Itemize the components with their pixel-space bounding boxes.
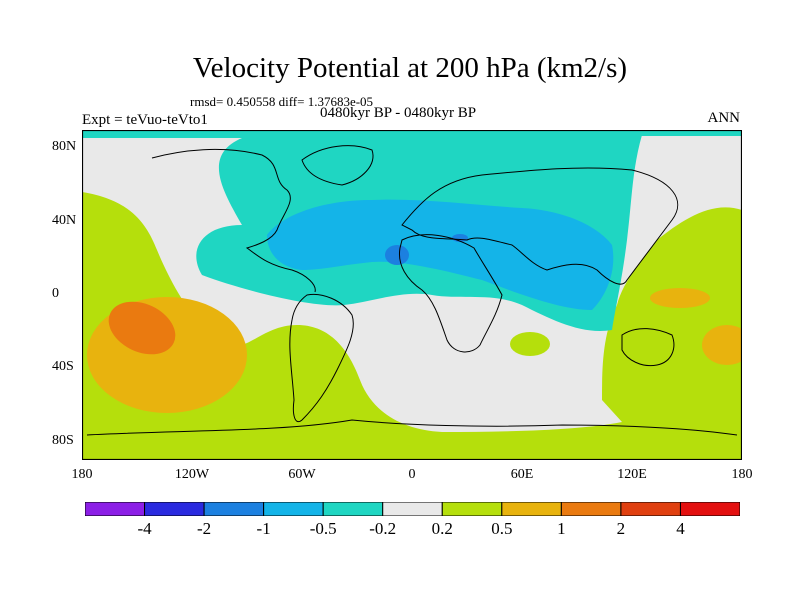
lat-tick-label: 80N xyxy=(52,139,77,155)
plot-title: Velocity Potential at 200 hPa (km2/s) xyxy=(192,52,628,84)
coastline-australia xyxy=(621,328,675,367)
colorbar-swatch xyxy=(203,502,265,516)
contour-fill-neg-1 xyxy=(385,245,409,265)
experiment-label: Expt = teVuo-teVto1 xyxy=(82,112,208,128)
coastline-south-america xyxy=(289,293,354,423)
coastline-eurasia xyxy=(401,167,679,285)
colorbar-swatch xyxy=(263,502,324,516)
coastline-antarctica xyxy=(86,419,738,436)
coastline-north-america xyxy=(151,148,316,293)
period-label: 0480kyr BP - 0480kyr BP xyxy=(320,105,477,121)
colorbar-swatch xyxy=(679,502,740,516)
colorbar-label: 2 xyxy=(616,519,626,538)
lon-tick-label: 180 xyxy=(71,467,93,482)
colorbar-label: 1 xyxy=(557,519,566,538)
lat-tick-label: 0 xyxy=(52,286,59,301)
colorbar-swatch xyxy=(382,502,443,516)
lon-tick-label: 180 xyxy=(731,467,753,482)
contour-fill-1-2 xyxy=(108,301,176,355)
colorbar xyxy=(85,502,740,516)
lat-tick-label: 40N xyxy=(52,212,77,228)
colorbar-swatch xyxy=(441,502,503,516)
colorbar-swatch xyxy=(144,502,205,516)
colorbar-swatch xyxy=(501,502,562,516)
lon-tick-label: 120W xyxy=(174,467,210,482)
colorbar-label: -4 xyxy=(137,519,152,538)
colorbar-label: 4 xyxy=(676,519,685,538)
lon-tick-label: 60E xyxy=(510,467,534,482)
velocity-potential-map xyxy=(82,130,742,460)
colorbar-label: 0.2 xyxy=(431,519,453,538)
stats-line: rmsd= 0.450558 diff= 1.37683e-05 xyxy=(190,94,374,109)
lat-tick-label: 80S xyxy=(52,432,74,448)
lon-tick-label: 60W xyxy=(288,467,316,482)
contour-fill-layer xyxy=(82,130,742,460)
colorbar-label: 0.5 xyxy=(491,519,513,538)
lon-tick-label: 0 xyxy=(408,467,416,482)
coastline-africa xyxy=(398,234,503,353)
colorbar-swatch xyxy=(560,502,622,516)
lon-tick-label: 120E xyxy=(617,467,647,482)
colorbar-label: -0.5 xyxy=(309,519,337,538)
contour-fill-0.5-1-b xyxy=(650,288,710,308)
colorbar-label: -0.2 xyxy=(369,519,397,538)
coastline-greenland xyxy=(301,145,374,186)
lat-tick-label: 40S xyxy=(52,359,74,375)
contour-fill-polar-band xyxy=(82,130,742,136)
contour-fill-neg-0.5 xyxy=(267,199,614,310)
colorbar-swatch xyxy=(620,502,681,516)
contour-fill-0.2-0.5-b xyxy=(510,332,550,356)
colorbar-label: -2 xyxy=(196,519,212,538)
colorbar-swatch xyxy=(85,502,146,516)
season-label: ANN xyxy=(707,110,741,126)
contour-fill-0.5-1-c xyxy=(702,325,742,365)
map-frame xyxy=(82,130,742,460)
coastlines xyxy=(86,145,738,436)
colorbar-label: -1 xyxy=(256,519,271,538)
colorbar-swatch xyxy=(322,502,384,516)
